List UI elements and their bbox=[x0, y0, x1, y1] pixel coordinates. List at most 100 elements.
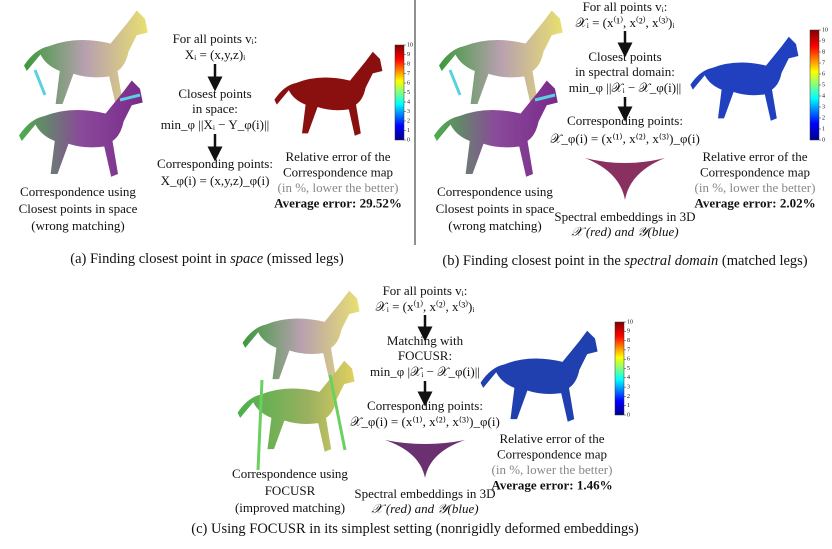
error-text: Correspondence map bbox=[283, 164, 393, 179]
error-map bbox=[480, 330, 598, 422]
caption-part: space bbox=[230, 251, 264, 267]
colorbar-tick-label: 2 bbox=[407, 118, 410, 124]
colorbar-tick-label: 4 bbox=[407, 99, 410, 105]
left-caption: FOCUSR bbox=[265, 483, 316, 498]
colorbar-tick-label: 10 bbox=[407, 42, 413, 48]
colorbar-tick-label: 4 bbox=[822, 93, 825, 99]
colorbar-tick-label: 10 bbox=[822, 27, 828, 33]
left-caption: Closest points in space bbox=[19, 201, 138, 216]
embedding-label: Spectral embeddings in 3D bbox=[554, 209, 695, 224]
caption-part: (b) Finding closest point in the bbox=[442, 253, 624, 269]
error-text: Average error: 2.02% bbox=[694, 195, 815, 210]
embedding-label: 𝒳 (red) and 𝒴(blue) bbox=[371, 501, 478, 516]
colorbar-tick-label: 7 bbox=[627, 347, 630, 353]
error-text: Relative error of the bbox=[285, 149, 390, 164]
caption-part: (c) Using FOCUSR in its simplest setting… bbox=[191, 521, 639, 537]
colorbar-tick-label: 3 bbox=[407, 109, 410, 115]
colorbar-tick-label: 9 bbox=[407, 52, 410, 58]
colorbar-tick-label: 5 bbox=[627, 366, 630, 372]
step-text: in spectral domain: bbox=[575, 64, 675, 79]
step-text: 𝒳ᵢ = (x⁽¹⁾, x⁽²⁾, x⁽³⁾)ᵢ bbox=[376, 299, 476, 314]
colorbar-tick-label: 7 bbox=[407, 71, 410, 77]
panel-caption: (a) Finding closest point in space (miss… bbox=[70, 251, 344, 267]
colorbar-tick-label: 1 bbox=[822, 126, 825, 132]
colorbar-tick-label: 0 bbox=[407, 137, 410, 143]
left-caption: Correspondence using bbox=[232, 466, 348, 481]
colorbar-tick-label: 3 bbox=[822, 104, 825, 110]
error-text: (in %, lower the better) bbox=[278, 180, 399, 195]
step-text: 𝒳_φ(i) = (x⁽¹⁾, x⁽²⁾, x⁽³⁾)_φ(i) bbox=[350, 414, 500, 429]
colorbar-tick-label: 6 bbox=[407, 80, 410, 86]
error-text: Correspondence map bbox=[497, 446, 607, 461]
horse-pair bbox=[237, 290, 360, 471]
step-text: Closest points bbox=[588, 49, 661, 64]
error-text: (in %, lower the better) bbox=[695, 180, 816, 195]
step-text: min_φ |𝒳ᵢ − 𝒳_φ(i)|| bbox=[370, 364, 480, 379]
colorbar-tick-label: 4 bbox=[627, 375, 630, 381]
left-caption: Closest points in space bbox=[436, 201, 555, 216]
step-text: min_φ ||Xᵢ − Y_φ(i)|| bbox=[161, 117, 269, 132]
step-text: 𝒳ᵢ = (x⁽¹⁾, x⁽²⁾, x⁽³⁾)ᵢ bbox=[576, 15, 676, 30]
error-map bbox=[274, 51, 383, 136]
error-map bbox=[690, 36, 799, 121]
step-text: FOCUSR: bbox=[398, 348, 452, 363]
embedding-shape bbox=[385, 440, 465, 478]
horse-pair bbox=[434, 10, 563, 177]
colorbar-tick-label: 8 bbox=[822, 49, 825, 55]
colorbar-tick-label: 0 bbox=[822, 137, 825, 143]
error-text: (in %, lower the better) bbox=[492, 462, 613, 477]
colorbar-tick-label: 1 bbox=[407, 128, 410, 134]
step-text: For all points vᵢ: bbox=[173, 31, 258, 46]
panel-caption: (b) Finding closest point in the spectra… bbox=[442, 253, 807, 269]
caption-part: (matched legs) bbox=[718, 253, 808, 269]
step-text: Corresponding points: bbox=[157, 156, 273, 171]
embedding-label: 𝒳 (red) and 𝒴(blue) bbox=[571, 224, 678, 239]
left-caption: (wrong matching) bbox=[448, 218, 542, 233]
error-text: Average error: 1.46% bbox=[491, 477, 612, 492]
colorbar-tick-label: 5 bbox=[407, 90, 410, 96]
panel-caption: (c) Using FOCUSR in its simplest setting… bbox=[191, 521, 639, 537]
colorbar-tick-label: 8 bbox=[407, 61, 410, 67]
step-text: X_φ(i) = (x,y,z)_φ(i) bbox=[161, 173, 270, 188]
colorbar bbox=[394, 44, 405, 141]
error-text: Correspondence map bbox=[700, 164, 810, 179]
step-text: Xᵢ = (x,y,z)ᵢ bbox=[185, 47, 246, 62]
left-caption: (wrong matching) bbox=[31, 218, 125, 233]
caption-part: spectral domain bbox=[624, 253, 718, 269]
step-text: Corresponding points: bbox=[567, 113, 683, 128]
colorbar-tick-label: 2 bbox=[822, 115, 825, 121]
step-text: For all points vᵢ: bbox=[583, 0, 668, 14]
colorbar-tick-label: 0 bbox=[627, 412, 630, 418]
step-text: For all points vᵢ: bbox=[383, 283, 468, 298]
embedding-label: Spectral embeddings in 3D bbox=[354, 486, 495, 501]
left-caption: Correspondence using bbox=[437, 184, 553, 199]
colorbar-tick-label: 7 bbox=[822, 60, 825, 66]
colorbar bbox=[614, 321, 625, 416]
embedding-shape bbox=[585, 158, 665, 200]
colorbar-tick-label: 6 bbox=[627, 357, 630, 363]
step-text: Closest points bbox=[178, 86, 251, 101]
step-text: Corresponding points: bbox=[367, 398, 483, 413]
colorbar-tick-label: 2 bbox=[627, 394, 630, 400]
colorbar-tick-label: 6 bbox=[822, 71, 825, 77]
step-text: 𝒳_φ(i) = (x⁽¹⁾, x⁽²⁾, x⁽³⁾)_φ(i) bbox=[550, 131, 700, 146]
colorbar-tick-label: 10 bbox=[627, 319, 633, 325]
caption-part: (missed legs) bbox=[263, 251, 344, 267]
colorbar-tick-label: 5 bbox=[822, 82, 825, 88]
colorbar bbox=[809, 29, 820, 141]
step-text: min_φ ||𝒳ᵢ − 𝒳_φ(i)|| bbox=[569, 80, 681, 95]
caption-part: (a) Finding closest point in bbox=[70, 251, 230, 267]
left-caption: (improved matching) bbox=[235, 500, 345, 515]
error-text: Relative error of the bbox=[702, 149, 807, 164]
colorbar-tick-label: 3 bbox=[627, 384, 630, 390]
error-text: Average error: 29.52% bbox=[274, 195, 402, 210]
error-text: Relative error of the bbox=[499, 431, 604, 446]
colorbar-tick-label: 9 bbox=[627, 329, 630, 335]
step-text: in space: bbox=[192, 101, 238, 116]
horse-pair bbox=[19, 10, 148, 177]
colorbar-tick-label: 9 bbox=[822, 38, 825, 44]
step-text: Matching with bbox=[387, 333, 464, 348]
left-caption: Correspondence using bbox=[20, 184, 136, 199]
colorbar-tick-label: 1 bbox=[627, 403, 630, 409]
